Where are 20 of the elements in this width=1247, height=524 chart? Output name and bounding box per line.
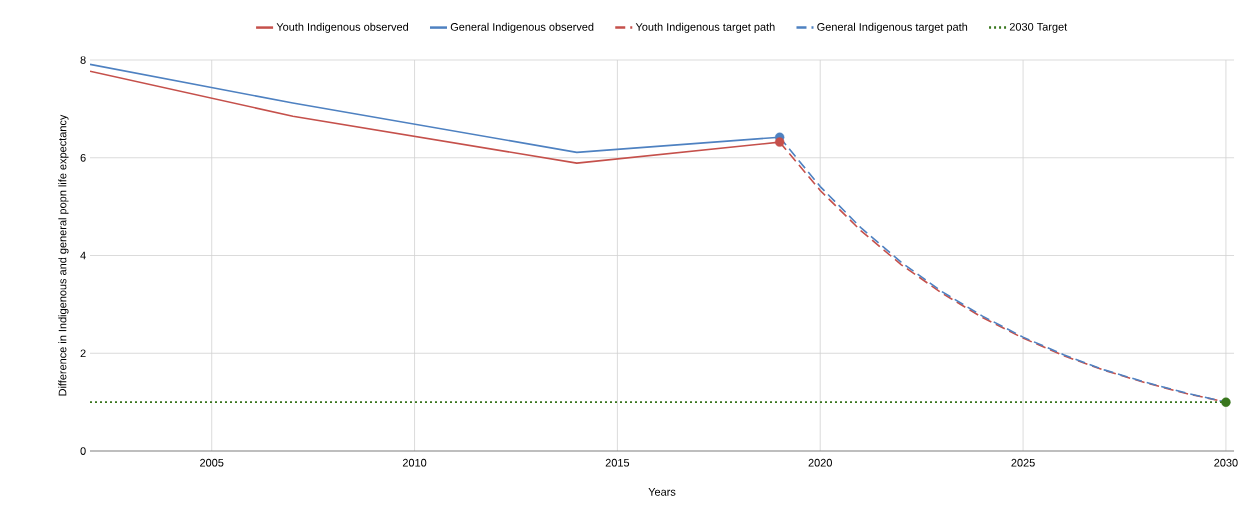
legend-label: General Indigenous target path bbox=[817, 22, 968, 33]
y-tick-label: 0 bbox=[80, 447, 86, 455]
x-tick-label: 2030 bbox=[1214, 458, 1238, 467]
y-tick-label: 2 bbox=[80, 349, 86, 358]
y-tick-label: 6 bbox=[80, 153, 86, 162]
point bbox=[774, 137, 785, 147]
legend-label: 2030 Target bbox=[1009, 22, 1068, 33]
y-tick-label: 8 bbox=[80, 56, 86, 64]
x-axis-title: Years bbox=[648, 488, 676, 496]
x-tick-label: 2005 bbox=[200, 458, 224, 467]
point bbox=[1221, 397, 1231, 407]
legend-label: General Indigenous observed bbox=[450, 22, 594, 33]
legend-label: Youth Indigenous target path bbox=[635, 22, 775, 33]
x-tick-label: 2025 bbox=[1011, 458, 1035, 467]
x-tick-label: 2010 bbox=[402, 458, 427, 467]
x-tick-label: 2020 bbox=[808, 458, 832, 467]
y-tick-label: 4 bbox=[80, 251, 86, 260]
legend-label: Youth Indigenous observed bbox=[276, 22, 409, 33]
y-axis-title: Difference in Indigenous and general popn life expectancy bbox=[58, 114, 69, 396]
x-tick-label: 2015 bbox=[605, 458, 630, 467]
